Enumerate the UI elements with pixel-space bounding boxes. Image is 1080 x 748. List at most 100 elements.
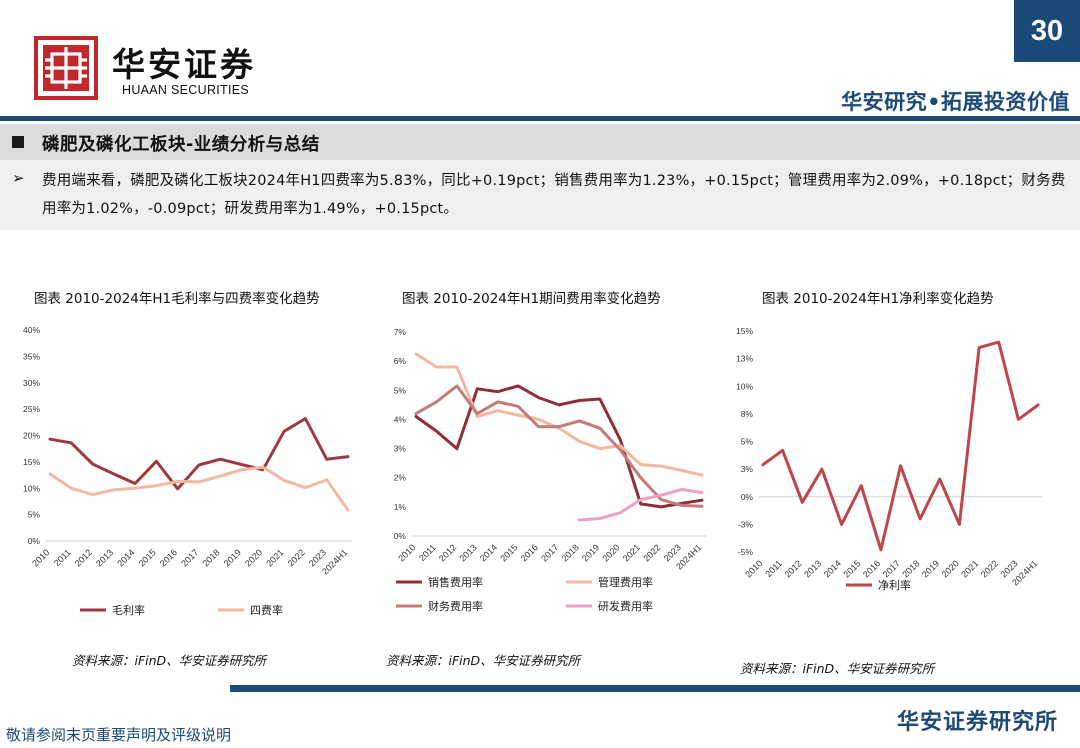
header-tagline: 华安研究•拓展投资价值 [841, 90, 1070, 114]
x-tick-label: 2011 [763, 558, 784, 579]
brand-name-en: HUAAN SECURITIES [122, 83, 250, 97]
y-tick-label: 10% [736, 381, 753, 391]
legend-label: 研发费用率 [598, 599, 653, 613]
series-line-0 [414, 384, 704, 509]
legend-label: 销售费用率 [428, 575, 483, 589]
y-tick-label: 25% [23, 404, 40, 414]
chart-source-expense-ratio: 资料来源：iFinD、华安证券研究所 [386, 653, 581, 668]
disclaimer-link[interactable]: 敬请参阅末页重要声明及评级说明 [6, 726, 232, 744]
x-tick-label: 2019 [920, 558, 941, 579]
x-tick-label: 2018 [200, 547, 221, 568]
y-tick-label: 13% [736, 354, 753, 364]
chart-1: 0% 1% 2% 3% 4% 5% 6% 7% 2010 2011 2012 2013 2014 2015… [394, 327, 706, 613]
y-tick-label: 20% [23, 431, 40, 441]
header-divider [0, 116, 1080, 121]
x-tick-label: 2014 [115, 547, 136, 568]
chart-title-gross-margin: 图表 2010-2024年H1毛利率与四费率变化趋势 [34, 291, 320, 307]
y-tick-label: 0% [28, 536, 41, 546]
huaan-logo-icon [34, 36, 98, 100]
y-tick-label: 5% [28, 510, 41, 520]
page-number: 30 [1014, 0, 1080, 62]
x-tick-label: 2022 [286, 547, 307, 568]
x-tick-label: 2015 [137, 547, 158, 568]
x-tick-label: 2010 [396, 542, 417, 563]
series-line-2 [414, 384, 704, 508]
x-tick-label: 2013 [802, 558, 823, 579]
brand-name-cn: 华安证券 [112, 45, 256, 84]
y-tick-label: -5% [738, 547, 754, 557]
y-tick-label: 40% [23, 325, 40, 335]
x-tick-label: 2022 [979, 558, 1000, 579]
x-tick-label: 2018 [560, 542, 581, 563]
x-tick-label: 2022 [641, 542, 662, 563]
y-tick-label: 4% [394, 414, 407, 424]
footer-brand: 华安证券研究所 [896, 710, 1058, 735]
footer-divider [230, 685, 1080, 692]
x-tick-label: 2015 [498, 542, 519, 563]
x-tick-label: 2011 [52, 547, 73, 568]
y-tick-label: 0% [394, 531, 407, 541]
x-tick-label: 2017 [539, 542, 560, 563]
legend-label: 管理费用率 [598, 575, 653, 589]
x-tick-label: 2017 [881, 558, 902, 579]
x-tick-label: 2015 [841, 558, 862, 579]
y-tick-label: 0% [741, 492, 754, 502]
arrow-bullet-icon: ➢ [12, 169, 25, 187]
x-tick-label: 2019 [580, 542, 601, 563]
chart-title-expense-ratio: 图表 2010-2024年H1期间费用率变化趋势 [402, 291, 661, 307]
legend-label: 财务费用率 [428, 599, 483, 613]
series-line-0 [48, 417, 350, 491]
legend-label: 净利率 [878, 578, 911, 592]
x-tick-label: 2021 [264, 547, 285, 568]
x-tick-label: 2010 [743, 558, 764, 579]
x-tick-label: 2018 [900, 558, 921, 579]
y-tick-label: 8% [741, 409, 754, 419]
x-tick-label: 2013 [94, 547, 115, 568]
x-tick-label: 2010 [30, 547, 51, 568]
y-tick-label: 35% [23, 351, 40, 361]
x-tick-label: 2020 [243, 547, 264, 568]
y-tick-label: 30% [23, 378, 40, 388]
x-tick-label: 2016 [861, 558, 882, 579]
x-tick-label: 2016 [519, 542, 540, 563]
x-tick-label: 2020 [940, 558, 961, 579]
y-tick-label: 7% [394, 327, 407, 337]
y-tick-label: 6% [394, 356, 407, 366]
y-tick-label: 3% [394, 444, 407, 454]
x-tick-label: 2020 [600, 542, 621, 563]
chart-title-net-margin: 图表 2010-2024年H1净利率变化趋势 [762, 291, 994, 307]
x-tick-label: 2019 [222, 547, 243, 568]
summary-text: 费用端来看，磷肥及磷化工板块2024年H1四费率为5.83%，同比+0.19pc… [42, 173, 1066, 217]
y-tick-label: 5% [394, 385, 407, 395]
series-line-3 [577, 487, 704, 522]
legend-label: 四费率 [250, 603, 283, 617]
x-tick-label: 2012 [73, 547, 94, 568]
summary-box: ➢ 费用端来看，磷肥及磷化工板块2024年H1四费率为5.83%，同比+0.19… [0, 160, 1080, 230]
chart-2: -5%-3%0%3%5%8%10%13%15%20102011201220132… [736, 326, 1042, 592]
legend-label: 毛利率 [112, 603, 145, 617]
y-tick-label: 15% [23, 457, 40, 467]
chart-0: 0%5%10%15%20%25%30%35%40%2010 2011 2012 201… [23, 325, 352, 617]
section-title: 磷肥及磷化工板块-业绩分析与总结 [42, 135, 320, 155]
x-tick-label: 2012 [437, 542, 458, 563]
x-tick-label: 2012 [782, 558, 803, 579]
x-tick-label: 2021 [621, 542, 642, 563]
y-tick-label: 1% [394, 502, 407, 512]
y-tick-label: -3% [738, 519, 754, 529]
x-tick-label: 2014 [822, 558, 843, 579]
x-tick-label: 2016 [158, 547, 179, 568]
series-line-1 [414, 352, 704, 477]
y-tick-label: 10% [23, 483, 40, 493]
series-line-1 [48, 465, 350, 512]
y-tick-label: 5% [741, 437, 754, 447]
y-tick-label: 3% [741, 464, 754, 474]
x-tick-label: 2014 [478, 542, 499, 563]
x-tick-label: 2013 [457, 542, 478, 563]
x-tick-label: 2017 [179, 547, 200, 568]
x-tick-label: 2011 [417, 542, 438, 563]
square-bullet-icon [12, 136, 24, 148]
y-tick-label: 15% [736, 326, 753, 336]
chart-source-net-margin: 资料来源：iFinD、华安证券研究所 [740, 661, 935, 676]
y-tick-label: 2% [394, 473, 407, 483]
